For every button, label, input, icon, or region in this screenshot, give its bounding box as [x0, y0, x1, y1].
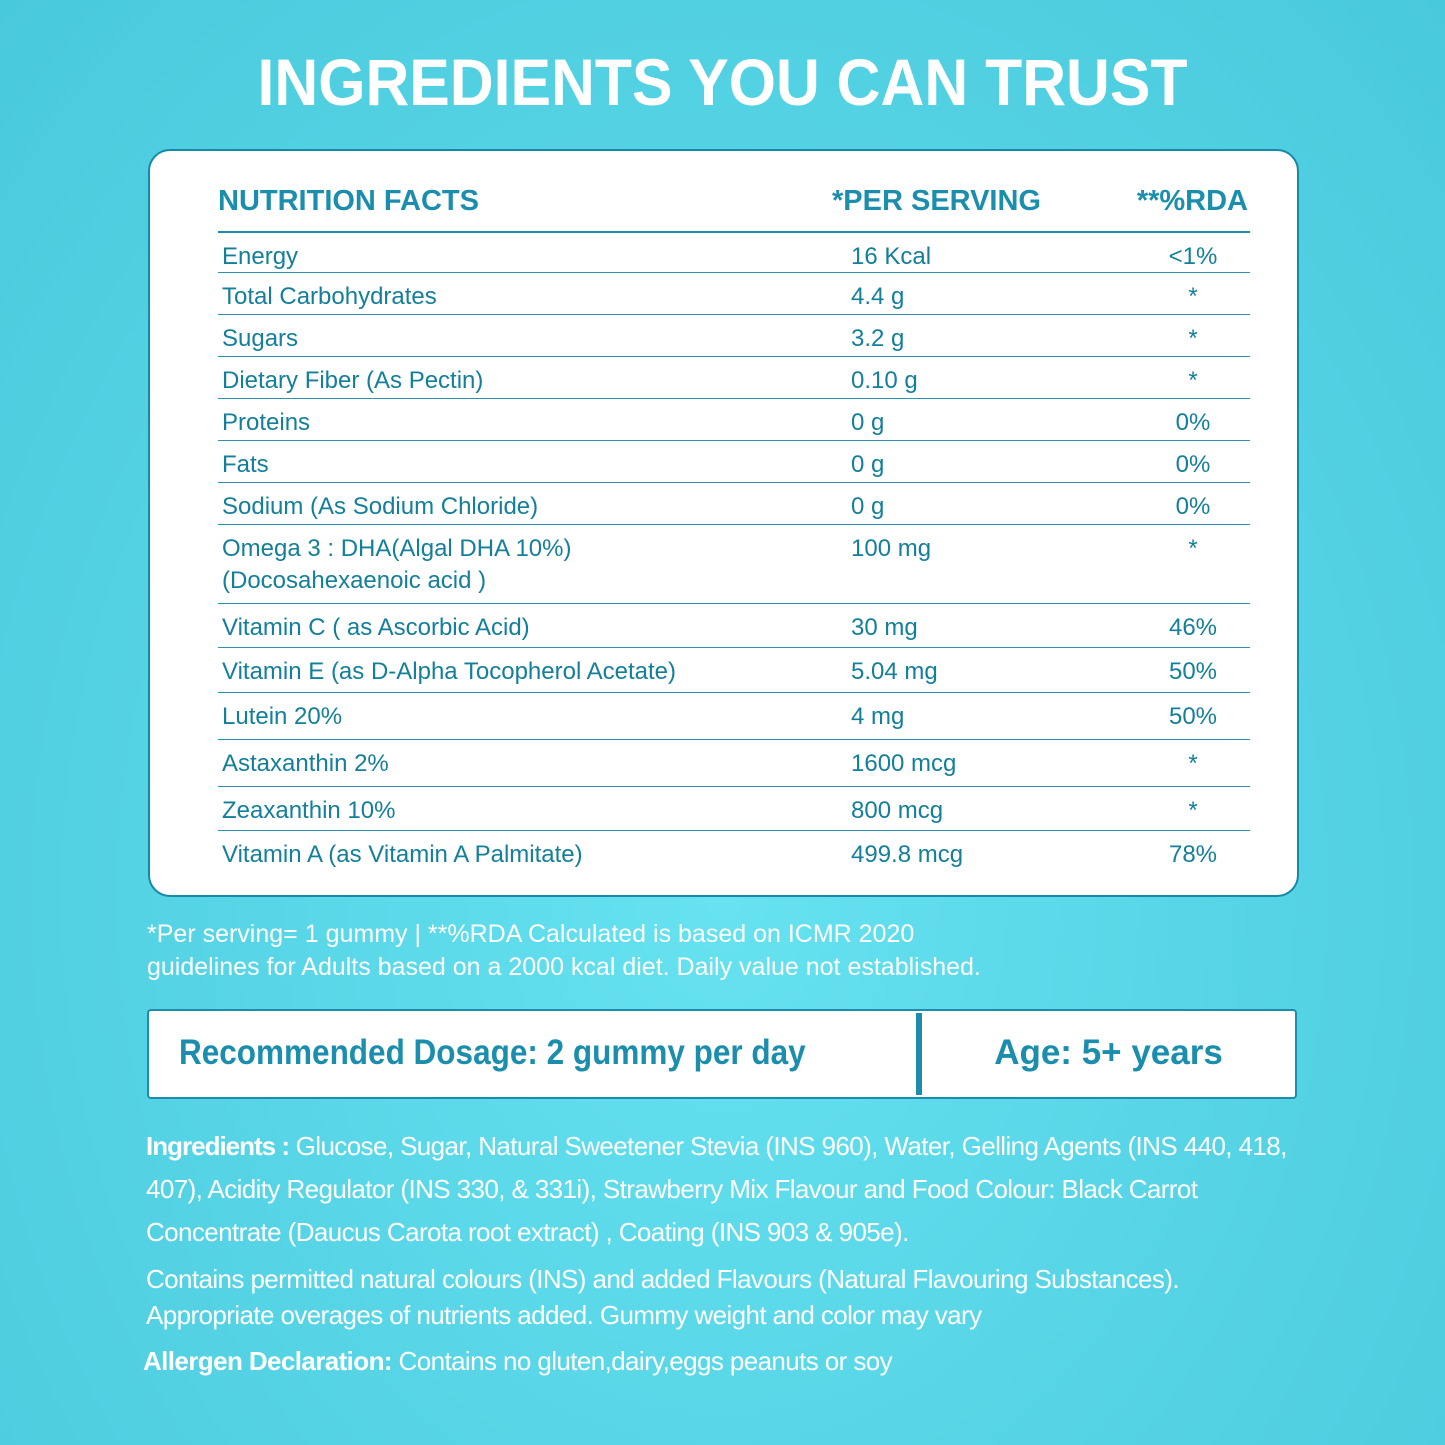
dosage-divider: [916, 1013, 922, 1095]
header-nutrition-facts: NUTRITION FACTS: [218, 185, 479, 217]
rda-value: *: [1188, 325, 1198, 352]
nutrition-facts-card: NUTRITION FACTS *PER SERVING **%RDA Ener…: [148, 149, 1299, 897]
per-serving-value: 800 mcg: [851, 797, 944, 824]
table-row: Energy 16 Kcal <1%: [218, 233, 1250, 273]
per-serving-value: 5.04 mg: [851, 658, 938, 685]
nutrient-name: Astaxanthin 2%: [222, 750, 389, 777]
table-row: Sugars 3.2 g *: [218, 315, 1250, 357]
rda-value: 50%: [1168, 703, 1218, 730]
per-serving-value: 0 g: [851, 409, 885, 436]
per-serving-value: 0 g: [851, 451, 885, 478]
header-per-serving: *PER SERVING: [832, 185, 1041, 217]
contains-statement: Contains permitted natural colours (INS)…: [146, 1264, 1180, 1330]
table-row: Zeaxanthin 10% 800 mcg *: [218, 787, 1250, 831]
per-serving-value: 100 mg: [851, 535, 932, 562]
age-recommendation: Age: 5+ years: [994, 1033, 1223, 1072]
rda-value: *: [1188, 797, 1198, 824]
table-row: Sodium (As Sodium Chloride) 0 g 0%: [218, 483, 1250, 525]
per-serving-value: 1600 mcg: [851, 750, 957, 777]
footnote-line-1: *Per serving= 1 gummy | **%RDA Calculate…: [147, 920, 915, 948]
ingredients-text: Glucose, Sugar, Natural Sweetener Stevia…: [146, 1131, 1287, 1247]
nutrient-name: Total Carbohydrates: [222, 283, 437, 310]
ingredients-label: Ingredients :: [146, 1131, 290, 1161]
rda-value: 46%: [1168, 614, 1218, 641]
dosage-box: Recommended Dosage: 2 gummy per day Age:…: [147, 1009, 1297, 1099]
per-serving-value: 499.8 mcg: [851, 841, 964, 868]
footnote-line-2: guidelines for Adults based on a 2000 kc…: [147, 953, 981, 981]
per-serving-value: 4.4 g: [851, 283, 905, 310]
rda-value: 50%: [1168, 658, 1218, 685]
rda-value: <1%: [1168, 243, 1218, 270]
nutrition-table-body: Energy 16 Kcal <1% Total Carbohydrates 4.4 g…: [218, 233, 1250, 877]
allergen-declaration: Allergen Declaration: Contains no gluten…: [143, 1343, 893, 1379]
rda-value: 0%: [1175, 493, 1211, 520]
table-row: Vitamin C ( as Ascorbic Acid) 30 mg 46%: [218, 604, 1250, 648]
per-serving-value: 30 mg: [851, 614, 918, 641]
header-rda: **%RDA: [1136, 185, 1248, 217]
ingredients-paragraph: Ingredients : Glucose, Sugar, Natural Sw…: [146, 1125, 1316, 1254]
nutrient-name: Sodium (As Sodium Chloride): [222, 493, 539, 520]
table-row: Lutein 20% 4 mg 50%: [218, 693, 1250, 740]
per-serving-value: 16 Kcal: [851, 243, 932, 270]
rda-value: *: [1188, 535, 1198, 562]
nutrient-name: Lutein 20%: [222, 703, 343, 730]
nutrient-name: Proteins: [222, 409, 311, 436]
table-row: Vitamin E (as D-Alpha Tocopherol Acetate…: [218, 648, 1250, 693]
allergen-text: Contains no gluten,dairy,eggs peanuts or…: [391, 1346, 893, 1376]
rda-value: *: [1188, 283, 1198, 310]
table-row: Proteins 0 g 0%: [218, 399, 1250, 441]
page-title: INGREDIENTS YOU CAN TRUST: [257, 45, 1188, 119]
table-header: NUTRITION FACTS *PER SERVING **%RDA: [218, 181, 1250, 233]
table-row: Omega 3 : DHA(Algal DHA 10%) (Docosahexae…: [218, 525, 1250, 604]
table-row: Vitamin A (as Vitamin A Palmitate) 499.8 …: [218, 831, 1250, 877]
rda-value: *: [1188, 367, 1198, 394]
allergen-label: Allergen Declaration:: [143, 1346, 393, 1376]
per-serving-value: 3.2 g: [851, 325, 905, 352]
nutrient-name: Omega 3 : DHA(Algal DHA 10%): [222, 535, 572, 562]
footnote: *Per serving= 1 gummy | **%RDA Calculate…: [147, 918, 1147, 984]
nutrient-name: Vitamin A (as Vitamin A Palmitate): [222, 841, 583, 868]
table-row: Fats 0 g 0%: [218, 441, 1250, 483]
nutrient-name: Vitamin C ( as Ascorbic Acid): [222, 614, 530, 641]
rda-value: 78%: [1168, 841, 1218, 868]
nutrient-name: Dietary Fiber (As Pectin): [222, 367, 484, 394]
per-serving-value: 4 mg: [851, 703, 905, 730]
nutrient-name: Sugars: [222, 325, 299, 352]
nutrient-name: Energy: [222, 243, 299, 270]
table-row: Astaxanthin 2% 1600 mcg *: [218, 740, 1250, 787]
per-serving-value: 0 g: [851, 493, 885, 520]
rda-value: 0%: [1175, 409, 1211, 436]
per-serving-value: 0.10 g: [851, 367, 918, 394]
recommended-dosage: Recommended Dosage: 2 gummy per day: [179, 1033, 806, 1072]
rda-value: 0%: [1175, 451, 1211, 478]
nutrient-name: Vitamin E (as D-Alpha Tocopherol Acetate…: [222, 658, 677, 685]
nutrient-name-line-2: (Docosahexaenoic acid ): [222, 567, 487, 594]
table-row: Dietary Fiber (As Pectin) 0.10 g *: [218, 357, 1250, 399]
nutrient-name: Fats: [222, 451, 269, 478]
rda-value: *: [1188, 750, 1198, 777]
nutrient-name: Zeaxanthin 10%: [222, 797, 396, 824]
table-row: Total Carbohydrates 4.4 g *: [218, 273, 1250, 315]
